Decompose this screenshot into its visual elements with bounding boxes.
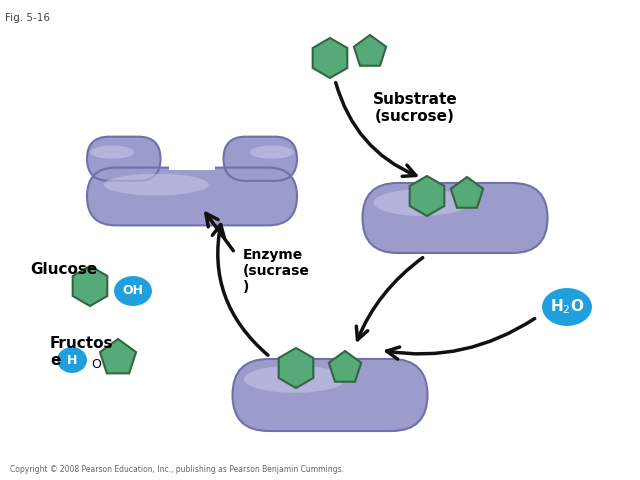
Text: H$_2$O: H$_2$O <box>550 298 584 316</box>
Text: Fructos
e: Fructos e <box>50 336 113 369</box>
Ellipse shape <box>113 275 153 307</box>
Polygon shape <box>410 176 444 216</box>
Ellipse shape <box>250 145 294 159</box>
FancyBboxPatch shape <box>87 137 161 181</box>
Text: Fig. 5-16: Fig. 5-16 <box>5 13 50 23</box>
FancyBboxPatch shape <box>232 359 428 431</box>
Ellipse shape <box>56 346 88 374</box>
Polygon shape <box>73 266 108 306</box>
Text: Substrate
(sucrose): Substrate (sucrose) <box>372 92 458 124</box>
FancyBboxPatch shape <box>223 137 297 181</box>
Polygon shape <box>278 348 314 388</box>
Polygon shape <box>100 339 136 373</box>
Polygon shape <box>329 351 361 382</box>
Polygon shape <box>354 35 386 66</box>
Polygon shape <box>313 38 348 78</box>
Text: O: O <box>91 359 101 372</box>
Ellipse shape <box>374 189 470 216</box>
Ellipse shape <box>244 365 346 393</box>
Ellipse shape <box>541 287 593 327</box>
FancyBboxPatch shape <box>362 183 547 253</box>
Text: Glucose: Glucose <box>30 263 97 277</box>
Text: H: H <box>67 353 77 367</box>
Ellipse shape <box>104 174 209 195</box>
FancyBboxPatch shape <box>87 168 297 226</box>
Text: Copyright © 2008 Pearson Education, Inc., publishing as Pearson Benjamin Cumming: Copyright © 2008 Pearson Education, Inc.… <box>10 465 344 474</box>
Text: OH: OH <box>122 285 143 298</box>
Text: Enzyme
(sucrase
): Enzyme (sucrase ) <box>243 248 310 294</box>
Ellipse shape <box>90 145 134 159</box>
Bar <box>169 141 215 169</box>
Polygon shape <box>451 177 483 208</box>
